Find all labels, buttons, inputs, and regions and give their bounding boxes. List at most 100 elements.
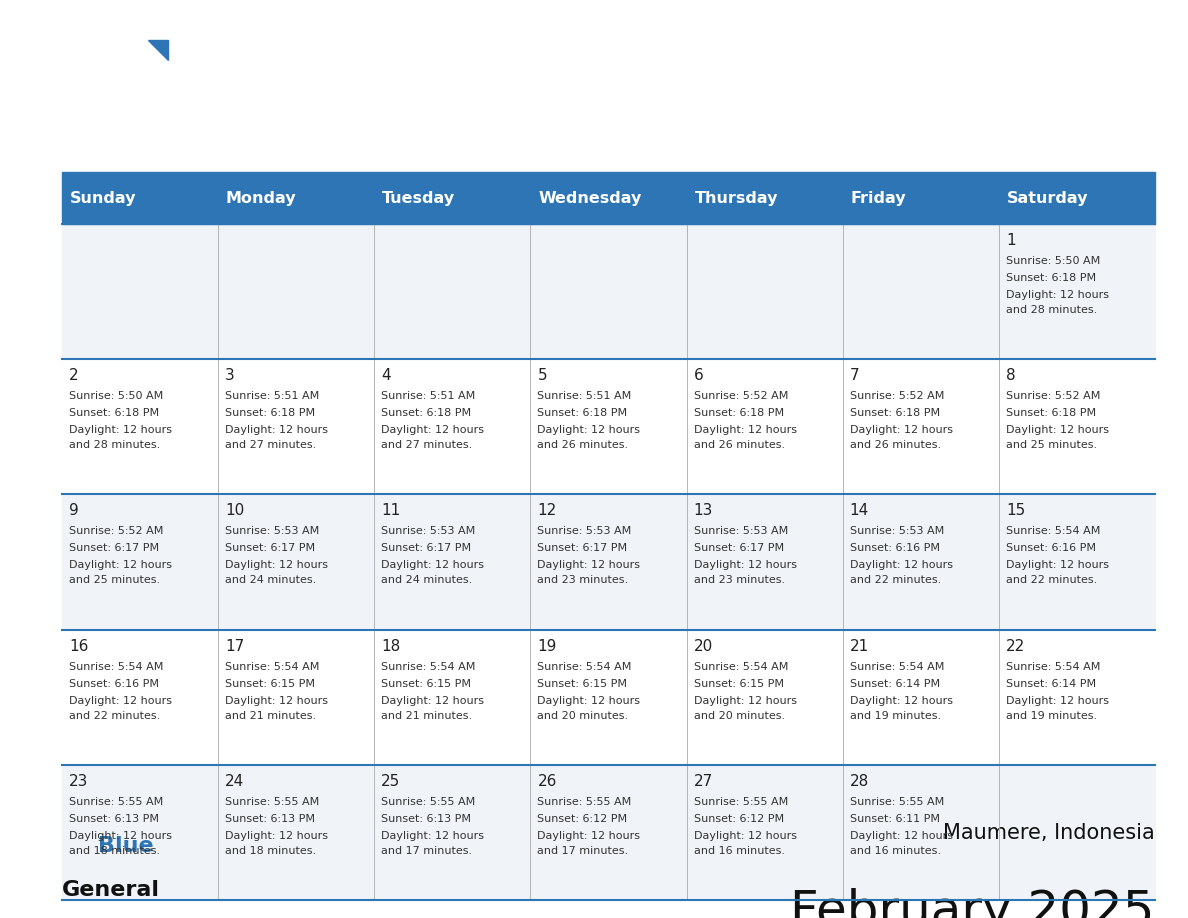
Text: Sunrise: 5:54 AM: Sunrise: 5:54 AM [694,662,788,672]
Text: Sunset: 6:11 PM: Sunset: 6:11 PM [849,813,940,823]
Bar [62,495,1155,630]
Text: Sunrise: 5:54 AM: Sunrise: 5:54 AM [69,662,164,672]
Text: Sunrise: 5:54 AM: Sunrise: 5:54 AM [1006,526,1100,536]
Text: Daylight: 12 hours: Daylight: 12 hours [694,560,797,570]
Text: Daylight: 12 hours: Daylight: 12 hours [694,425,797,435]
Text: and 28 minutes.: and 28 minutes. [1006,305,1098,315]
Text: 24: 24 [226,774,245,789]
Text: 2: 2 [69,368,78,383]
Text: Sunset: 6:18 PM: Sunset: 6:18 PM [694,409,784,419]
Text: 6: 6 [694,368,703,383]
Text: 15: 15 [1006,503,1025,519]
Text: 28: 28 [849,774,868,789]
Text: and 21 minutes.: and 21 minutes. [381,711,473,721]
Text: 20: 20 [694,639,713,654]
Text: 13: 13 [694,503,713,519]
Text: and 19 minutes.: and 19 minutes. [1006,711,1097,721]
Text: Sunset: 6:18 PM: Sunset: 6:18 PM [1006,273,1097,283]
Text: 1: 1 [1006,233,1016,248]
Text: Friday: Friday [851,191,906,206]
Text: Daylight: 12 hours: Daylight: 12 hours [226,425,328,435]
Text: Daylight: 12 hours: Daylight: 12 hours [694,831,797,841]
Text: Sunset: 6:18 PM: Sunset: 6:18 PM [69,409,159,419]
Text: 3: 3 [226,368,235,383]
Text: Thursday: Thursday [694,191,778,206]
Text: Sunset: 6:18 PM: Sunset: 6:18 PM [381,409,472,419]
Text: and 25 minutes.: and 25 minutes. [69,576,160,586]
Text: Sunrise: 5:54 AM: Sunrise: 5:54 AM [849,662,944,672]
Text: Sunset: 6:13 PM: Sunset: 6:13 PM [69,813,159,823]
Text: Sunrise: 5:55 AM: Sunrise: 5:55 AM [537,797,632,807]
Text: and 20 minutes.: and 20 minutes. [694,711,785,721]
Text: Sunset: 6:12 PM: Sunset: 6:12 PM [694,813,784,823]
Text: Sunset: 6:17 PM: Sunset: 6:17 PM [226,543,315,554]
Text: Sunset: 6:16 PM: Sunset: 6:16 PM [1006,543,1095,554]
Text: 12: 12 [537,503,557,519]
Text: Sunrise: 5:55 AM: Sunrise: 5:55 AM [69,797,163,807]
Text: Daylight: 12 hours: Daylight: 12 hours [226,831,328,841]
Text: 17: 17 [226,639,245,654]
Text: Sunset: 6:14 PM: Sunset: 6:14 PM [1006,678,1097,688]
Text: Daylight: 12 hours: Daylight: 12 hours [849,831,953,841]
Bar [62,224,1155,359]
Text: Blue: Blue [97,836,153,856]
Text: Sunset: 6:18 PM: Sunset: 6:18 PM [849,409,940,419]
Bar [62,630,1155,765]
Text: Sunday: Sunday [70,191,137,206]
Text: and 26 minutes.: and 26 minutes. [537,441,628,450]
Text: 7: 7 [849,368,859,383]
Text: and 17 minutes.: and 17 minutes. [537,845,628,856]
Text: Sunrise: 5:52 AM: Sunrise: 5:52 AM [69,526,164,536]
Text: Sunrise: 5:50 AM: Sunrise: 5:50 AM [69,391,163,401]
Text: and 26 minutes.: and 26 minutes. [849,441,941,450]
Text: Sunset: 6:15 PM: Sunset: 6:15 PM [537,678,627,688]
Text: and 22 minutes.: and 22 minutes. [69,711,160,721]
Text: 10: 10 [226,503,245,519]
Text: Sunrise: 5:51 AM: Sunrise: 5:51 AM [226,391,320,401]
Text: Sunset: 6:15 PM: Sunset: 6:15 PM [694,678,784,688]
Text: and 16 minutes.: and 16 minutes. [694,845,784,856]
Bar [62,172,1155,224]
Text: and 18 minutes.: and 18 minutes. [69,845,160,856]
Text: Sunset: 6:13 PM: Sunset: 6:13 PM [226,813,315,823]
Text: Daylight: 12 hours: Daylight: 12 hours [849,696,953,706]
Text: 21: 21 [849,639,868,654]
Text: General: General [62,880,160,900]
Text: Saturday: Saturday [1006,191,1088,206]
Text: Daylight: 12 hours: Daylight: 12 hours [381,425,485,435]
Text: Sunrise: 5:52 AM: Sunrise: 5:52 AM [1006,391,1100,401]
Text: Daylight: 12 hours: Daylight: 12 hours [69,425,172,435]
Text: 9: 9 [69,503,78,519]
Text: 27: 27 [694,774,713,789]
Text: Daylight: 12 hours: Daylight: 12 hours [1006,560,1108,570]
Text: February 2025: February 2025 [790,888,1155,918]
Text: and 23 minutes.: and 23 minutes. [537,576,628,586]
Polygon shape [148,40,168,60]
Text: Daylight: 12 hours: Daylight: 12 hours [1006,290,1108,300]
Text: Sunset: 6:12 PM: Sunset: 6:12 PM [537,813,627,823]
Text: Sunrise: 5:55 AM: Sunrise: 5:55 AM [694,797,788,807]
Text: Monday: Monday [226,191,297,206]
Text: and 22 minutes.: and 22 minutes. [1006,576,1098,586]
Text: Sunrise: 5:54 AM: Sunrise: 5:54 AM [1006,662,1100,672]
Text: Sunrise: 5:53 AM: Sunrise: 5:53 AM [694,526,788,536]
Text: and 24 minutes.: and 24 minutes. [226,576,316,586]
Text: and 17 minutes.: and 17 minutes. [381,845,473,856]
Text: 5: 5 [537,368,548,383]
Bar [62,765,1155,900]
Text: Sunrise: 5:51 AM: Sunrise: 5:51 AM [537,391,632,401]
Text: Daylight: 12 hours: Daylight: 12 hours [1006,696,1108,706]
Text: and 25 minutes.: and 25 minutes. [1006,441,1097,450]
Text: Sunrise: 5:53 AM: Sunrise: 5:53 AM [226,526,320,536]
Text: Sunset: 6:18 PM: Sunset: 6:18 PM [226,409,315,419]
Text: Daylight: 12 hours: Daylight: 12 hours [537,831,640,841]
Text: Sunset: 6:14 PM: Sunset: 6:14 PM [849,678,940,688]
Text: Sunrise: 5:50 AM: Sunrise: 5:50 AM [1006,256,1100,266]
Text: Daylight: 12 hours: Daylight: 12 hours [849,425,953,435]
Text: Daylight: 12 hours: Daylight: 12 hours [537,696,640,706]
Text: Wednesday: Wednesday [538,191,642,206]
Text: 11: 11 [381,503,400,519]
Text: Daylight: 12 hours: Daylight: 12 hours [69,560,172,570]
Text: Sunset: 6:13 PM: Sunset: 6:13 PM [381,813,472,823]
Text: and 24 minutes.: and 24 minutes. [381,576,473,586]
